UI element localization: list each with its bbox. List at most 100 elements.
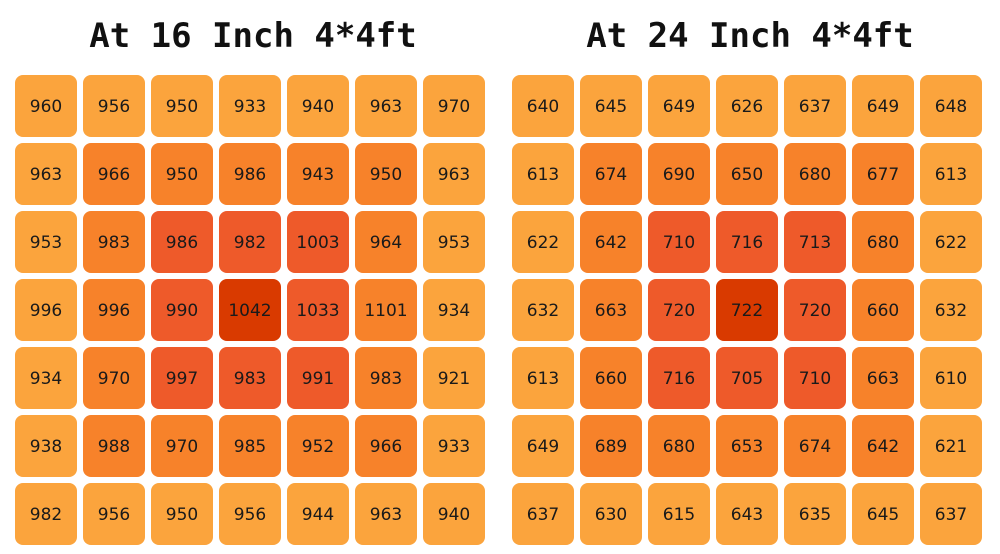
cell-value-label: 615	[663, 505, 695, 525]
cell-value-label: 982	[234, 233, 266, 253]
cell-value-label: 953	[30, 233, 62, 253]
chart-title: At 16 Inch 4*4ft	[89, 16, 417, 56]
cell-value-label: 983	[98, 233, 130, 253]
heatmap-cell-r2-c4	[287, 211, 349, 273]
cell-value-label: 943	[302, 165, 334, 185]
heatmap-cell-r5-c3	[716, 415, 778, 477]
heatmap-cell-r4-c4	[287, 347, 349, 409]
heatmap-cell-r0-c3	[716, 75, 778, 137]
cell-value-label: 990	[166, 301, 198, 321]
cell-value-label: 674	[799, 437, 831, 457]
cell-value-label: 934	[30, 369, 62, 389]
cell-value-label: 1101	[364, 301, 407, 321]
cell-value-label: 997	[166, 369, 198, 389]
cell-value-label: 677	[867, 165, 899, 185]
cell-value-label: 637	[935, 505, 967, 525]
heatmap-cell-r4-c6	[920, 347, 982, 409]
cell-value-label: 642	[867, 437, 899, 457]
cell-value-label: 650	[731, 165, 763, 185]
cell-value-label: 970	[166, 437, 198, 457]
heatmap-cell-r3-c3	[219, 279, 281, 341]
cell-value-label: 710	[799, 369, 831, 389]
cell-value-label: 613	[935, 165, 967, 185]
cell-value-label: 635	[799, 505, 831, 525]
cell-value-label: 663	[595, 301, 627, 321]
heatmap-cell-r2-c3	[716, 211, 778, 273]
cell-value-label: 716	[731, 233, 763, 253]
heatmap-cell-r4-c3	[219, 347, 281, 409]
cell-value-label: 630	[595, 505, 627, 525]
heatmap-cell-r2-c1	[580, 211, 642, 273]
cell-value-label: 986	[234, 165, 266, 185]
heatmap-cell-r2-c1	[83, 211, 145, 273]
heatmap-cell-r1-c3	[716, 143, 778, 205]
heatmap-grid: 640 645 649 626 637 649 648 613 674 690 650 680 677 6…	[512, 75, 982, 545]
heatmap-cell-r4-c0	[512, 347, 574, 409]
heatmap-cell-r6-c5	[355, 483, 417, 545]
heatmap-cell-r1-c4	[287, 143, 349, 205]
cell-value-label: 720	[799, 301, 831, 321]
heatmap-cell-r3-c5	[852, 279, 914, 341]
cell-value-label: 970	[438, 97, 470, 117]
cell-value-label: 966	[98, 165, 130, 185]
heatmap-cell-r4-c2	[151, 347, 213, 409]
heatmap-cell-r3-c4	[784, 279, 846, 341]
cell-value-label: 956	[98, 97, 130, 117]
heatmap-cell-r0-c6	[423, 75, 485, 137]
heatmap-cell-r2-c2	[648, 211, 710, 273]
heatmap-cell-r0-c4	[287, 75, 349, 137]
cell-value-label: 690	[663, 165, 695, 185]
cell-value-label: 982	[30, 505, 62, 525]
heatmap-cell-r3-c3	[716, 279, 778, 341]
cell-value-label: 713	[799, 233, 831, 253]
cell-value-label: 938	[30, 437, 62, 457]
cell-value-label: 953	[438, 233, 470, 253]
heatmap-cell-r3-c0	[15, 279, 77, 341]
heatmap-cell-r2-c2	[151, 211, 213, 273]
heatmap-cell-r5-c6	[423, 415, 485, 477]
cell-value-label: 963	[30, 165, 62, 185]
heatmap-cell-r6-c2	[151, 483, 213, 545]
heatmap-cell-r6-c6	[920, 483, 982, 545]
heatmap-cell-r1-c1	[83, 143, 145, 205]
heatmap-cell-r1-c4	[784, 143, 846, 205]
cell-value-label: 960	[30, 97, 62, 117]
cell-value-label: 921	[438, 369, 470, 389]
cell-value-label: 716	[663, 369, 695, 389]
heatmap-cell-r4-c1	[83, 347, 145, 409]
cell-value-label: 632	[935, 301, 967, 321]
cell-value-label: 956	[98, 505, 130, 525]
heatmap-cell-r6-c1	[83, 483, 145, 545]
heatmap-cell-r4-c0	[15, 347, 77, 409]
heatmap-cell-r3-c6	[920, 279, 982, 341]
heatmap-cell-r6-c0	[15, 483, 77, 545]
cell-value-label: 950	[166, 165, 198, 185]
cell-value-label: 966	[370, 437, 402, 457]
cell-value-label: 956	[234, 505, 266, 525]
cell-value-label: 933	[234, 97, 266, 117]
heatmap-cell-r5-c2	[151, 415, 213, 477]
heatmap-cell-r5-c6	[920, 415, 982, 477]
heatmap-cell-r2-c5	[355, 211, 417, 273]
heatmap-cell-r4-c5	[355, 347, 417, 409]
cell-value-label: 637	[799, 97, 831, 117]
heatmap-cell-r2-c3	[219, 211, 281, 273]
cell-value-label: 1003	[296, 233, 339, 253]
heatmap-cell-r4-c5	[852, 347, 914, 409]
cell-value-label: 1033	[296, 301, 339, 321]
cell-value-label: 680	[663, 437, 695, 457]
cell-value-label: 983	[370, 369, 402, 389]
cell-value-label: 632	[527, 301, 559, 321]
heatmap-cell-r0-c1	[580, 75, 642, 137]
cell-value-label: 720	[663, 301, 695, 321]
heatmap-cell-r1-c3	[219, 143, 281, 205]
cell-value-label: 970	[98, 369, 130, 389]
heatmap-cell-r1-c2	[151, 143, 213, 205]
heatmap-cell-r5-c4	[287, 415, 349, 477]
heatmap-cell-r6-c2	[648, 483, 710, 545]
cell-value-label: 674	[595, 165, 627, 185]
heatmap-cell-r6-c6	[423, 483, 485, 545]
heatmap-cell-r1-c6	[920, 143, 982, 205]
cell-value-label: 983	[234, 369, 266, 389]
heatmap-panel-24-inch: At 24 Inch 4*4ft 640 645 649 626 637 649 648 61…	[509, 0, 991, 554]
